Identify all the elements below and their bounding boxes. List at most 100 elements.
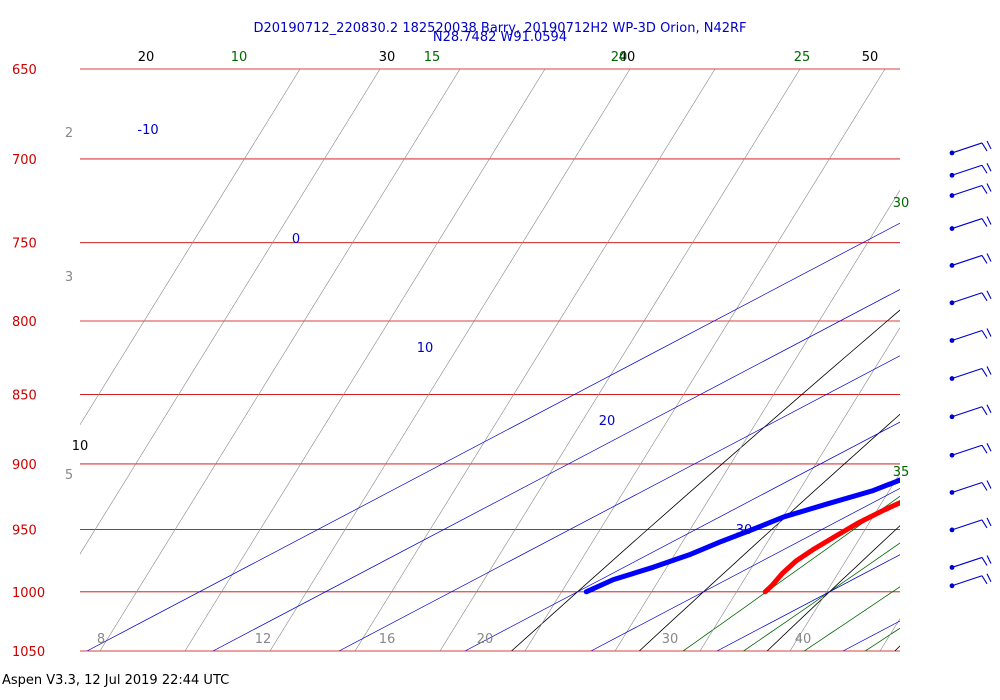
wind-barb-shaft — [951, 329, 983, 342]
wind-barb-flag — [981, 406, 988, 416]
dry-adiabats — [511, 309, 900, 651]
dry-adiabat-label: 10 — [72, 439, 89, 454]
wind-barb-shaft — [951, 218, 983, 230]
dry-adiabat-line — [894, 645, 900, 651]
wind-barb-flag — [986, 216, 992, 225]
dry-adiabat-label: 40 — [619, 50, 636, 65]
wind-barb-shaft — [951, 164, 983, 176]
moist-adiabats — [682, 50, 1000, 657]
wind-barb-flag — [986, 253, 992, 262]
wind-barb-flag — [981, 557, 988, 566]
mixing-ratio-label: 40 — [795, 632, 812, 647]
mixing-ratio-line — [614, 189, 900, 651]
pressure-label: 750 — [12, 237, 37, 252]
chart-title-line2: N28.7482 W91.0594 — [433, 30, 567, 45]
wind-barb-flag — [981, 575, 988, 585]
wind-barb-flag — [981, 368, 988, 377]
mixing-ratio-line — [354, 69, 716, 651]
pressure-label: 700 — [12, 153, 37, 168]
wind-barb-flag — [981, 444, 988, 454]
moist-adiabat-line — [864, 627, 900, 651]
mixing-ratio-label: 30 — [662, 632, 679, 647]
moist-adiabat-line — [742, 542, 900, 651]
dry-adiabat-label: 50 — [862, 50, 879, 65]
mixing-ratio-line — [699, 327, 900, 651]
chart-title-line1: D20190712_220830.2 182520038 Barry, 2019… — [254, 21, 747, 36]
isotherm-line — [590, 487, 900, 651]
dry-adiabat-label: 30 — [379, 50, 396, 65]
wind-barb-flag — [986, 480, 992, 489]
mixing-ratio-line — [439, 69, 801, 651]
wind-barb-shaft — [951, 406, 983, 418]
isotherm-label: -10 — [137, 123, 158, 138]
wind-barb-flag — [981, 255, 988, 264]
mixing-ratio-label: 12 — [255, 632, 272, 647]
isotherm-label: 10 — [417, 341, 434, 356]
moist-adiabat-label: 10 — [231, 50, 248, 65]
mixing-ratio-line — [99, 69, 461, 651]
moist-adiabat-label: 35 — [893, 465, 910, 480]
isotherm-line — [338, 355, 900, 651]
wind-barb-flag — [986, 517, 992, 527]
wind-barb-flag — [981, 164, 988, 174]
wind-barb-flag — [986, 366, 992, 375]
wind-barb-flag — [981, 482, 988, 491]
wind-barb-shaft — [951, 185, 983, 197]
footer-text: Aspen V3.3, 12 Jul 2019 22:44 UTC — [2, 673, 229, 688]
mixing-ratio-line — [524, 69, 886, 651]
moist-adiabat-line — [803, 586, 900, 651]
wind-barb-shaft — [951, 368, 983, 380]
mixing-ratio-line — [184, 69, 546, 651]
moist-adiabat-label: 25 — [794, 50, 811, 65]
wind-barb-shaft — [951, 556, 983, 568]
wind-barb-flag — [986, 555, 992, 564]
pressure-label: 900 — [12, 458, 37, 473]
wind-barb-shaft — [951, 254, 983, 266]
moist-adiabat-label: 15 — [424, 50, 441, 65]
temperature-profile — [762, 500, 900, 595]
wind-barb-shaft — [951, 292, 983, 304]
pressure-label: 950 — [12, 524, 37, 539]
wind-barb-shaft — [951, 142, 983, 154]
wind-barbs — [949, 140, 992, 589]
moist-adiabat-line — [979, 50, 1000, 657]
wind-barb-flag — [986, 573, 992, 583]
mixing-ratio-line — [789, 472, 900, 651]
pressure-label: 850 — [12, 389, 37, 404]
wind-barb-flag — [981, 519, 988, 529]
wind-barb-flag — [981, 218, 988, 227]
wind-barb-shaft — [951, 481, 983, 494]
isotherm-line — [716, 554, 900, 651]
wind-barb-flag — [986, 183, 992, 192]
dry-adiabat-line — [639, 413, 900, 651]
wind-barb-shaft — [951, 575, 983, 587]
mixing-ratio-label: 20 — [477, 632, 494, 647]
isotherms — [86, 222, 900, 651]
wind-barb-flag — [981, 185, 988, 194]
height-label: 3 — [65, 270, 73, 285]
wind-barb-flag — [986, 163, 992, 172]
dry-adiabat-label: 20 — [138, 50, 155, 65]
height-label: 5 — [65, 468, 73, 483]
wind-barb-flag — [986, 140, 992, 150]
dewpoint-profile — [583, 477, 900, 595]
wind-barb-flag — [981, 292, 988, 302]
moist-adiabat-label: 20 — [611, 50, 628, 65]
dry-adiabat-line — [511, 309, 900, 651]
wind-barb-dot — [949, 226, 955, 231]
wind-barb-shaft — [951, 519, 983, 531]
wind-barb-flag — [986, 290, 992, 300]
pressure-label: 800 — [12, 315, 37, 330]
mixing-ratio-line — [879, 618, 900, 651]
wind-barb-flag — [986, 442, 992, 452]
pressure-label: 1000 — [12, 586, 45, 601]
isotherm-label: 0 — [292, 232, 300, 247]
mixing-ratio-line — [269, 69, 631, 651]
isotherm-label: 30 — [736, 523, 753, 538]
mixing-ratio-lines — [80, 69, 900, 651]
plot-area — [80, 50, 1000, 657]
moist-adiabat-line — [682, 495, 900, 651]
